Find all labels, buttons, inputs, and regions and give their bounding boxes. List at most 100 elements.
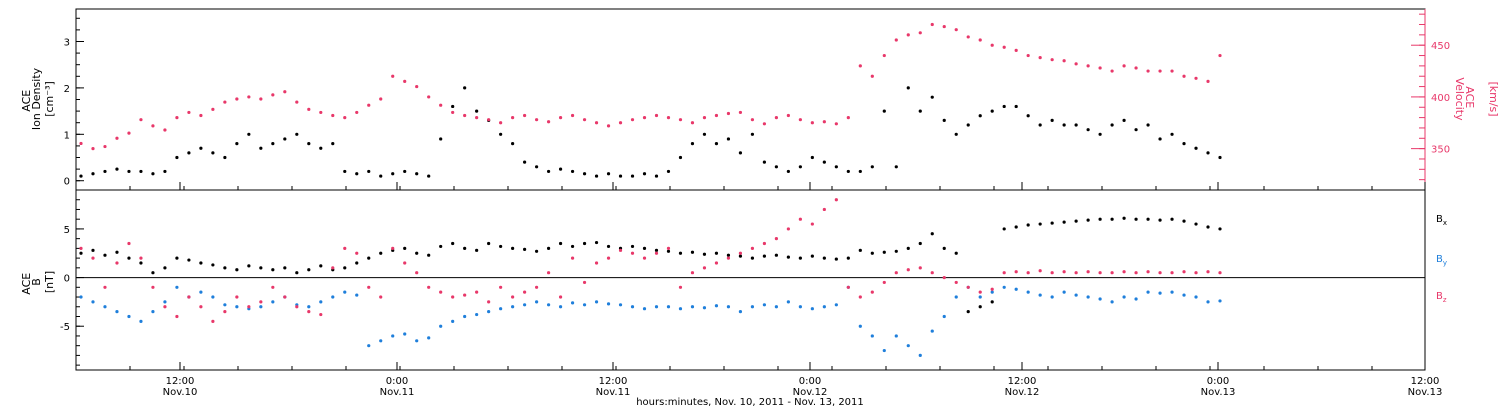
bz-point-22 <box>343 246 347 250</box>
bz-point-85 <box>1098 271 1102 275</box>
bz-point-91 <box>1170 271 1174 275</box>
legend-by-label: B <box>1436 254 1443 265</box>
x-tick-time-1: 0:00 <box>386 376 408 387</box>
bx-point-22 <box>343 266 347 270</box>
density-point-58 <box>774 165 778 169</box>
by-point-62 <box>822 305 826 309</box>
velocity-point-80 <box>1038 56 1042 60</box>
bx-point-48 <box>654 248 659 252</box>
bz-point-30 <box>439 290 443 294</box>
bz-point-13 <box>235 295 239 299</box>
bx-point-64 <box>846 256 850 260</box>
velocity-point-61 <box>810 121 814 125</box>
bx-point-37 <box>523 247 527 251</box>
bz-point-78 <box>1014 270 1018 274</box>
bz-point-53 <box>714 261 719 265</box>
bz-point-31 <box>451 295 455 299</box>
bz-point-36 <box>511 295 515 299</box>
by-point-36 <box>511 305 515 309</box>
bz-point-18 <box>295 305 299 309</box>
density-point-85 <box>1098 132 1102 136</box>
bx-point-94 <box>1206 225 1210 229</box>
by-point-37 <box>523 303 527 307</box>
bx-point-5 <box>139 261 143 265</box>
velocity-point-95 <box>1218 53 1222 58</box>
density-point-32 <box>463 86 467 90</box>
bx-point-66 <box>870 251 874 255</box>
velocity-point-46 <box>630 118 635 122</box>
bz-point-6 <box>151 285 155 289</box>
bz-point-4 <box>127 241 131 246</box>
bx-point-69 <box>906 246 910 250</box>
bottom-left-ticks: -5 0 5 <box>60 199 84 366</box>
velocity-point-57 <box>762 122 767 126</box>
velocity-point-6 <box>151 124 155 128</box>
by-point-57 <box>762 303 767 307</box>
bz-point-15 <box>259 300 263 304</box>
bz-point-47 <box>642 256 647 260</box>
bx-point-7 <box>163 266 167 270</box>
bz-point-72 <box>942 275 946 280</box>
legend-bz: Bz <box>1436 291 1447 304</box>
velocity-point-51 <box>690 121 695 125</box>
top-right-ticks: 350 400 450 <box>1411 13 1450 181</box>
by-point-31 <box>451 319 455 323</box>
velocity-point-78 <box>1014 48 1018 52</box>
bz-point-56 <box>750 246 755 250</box>
velocity-point-13 <box>235 97 239 101</box>
top-panel-frame <box>75 8 1426 191</box>
x-tick-time-0: 12:00 <box>166 376 195 387</box>
bx-point-39 <box>546 246 551 250</box>
density-point-13 <box>235 141 239 146</box>
density-point-61 <box>810 155 814 160</box>
by-point-55 <box>738 310 743 314</box>
density-point-2 <box>103 169 107 174</box>
by-point-32 <box>463 314 467 319</box>
bx-point-16 <box>271 268 275 272</box>
by-point-53 <box>714 304 719 308</box>
bz-point-57 <box>762 241 767 246</box>
density-tick-label-3: 3 <box>64 37 70 48</box>
bx-point-35 <box>499 244 503 249</box>
velocity-point-48 <box>654 113 659 118</box>
velocity-point-34 <box>487 118 491 122</box>
bx-point-61 <box>810 254 814 258</box>
by-point-65 <box>858 324 862 328</box>
bx-point-52 <box>702 252 707 256</box>
by-point-67 <box>882 348 886 353</box>
density-point-50 <box>678 155 683 160</box>
density-point-63 <box>834 165 838 169</box>
density-point-12 <box>223 155 227 160</box>
bz-point-40 <box>558 295 563 299</box>
density-point-89 <box>1146 123 1150 127</box>
velocity-point-60 <box>798 118 802 122</box>
density-point-36 <box>511 141 515 146</box>
by-point-40 <box>558 305 563 309</box>
velocity-point-58 <box>774 116 778 120</box>
density-point-84 <box>1086 128 1090 132</box>
bx-point-57 <box>762 254 767 258</box>
velocity-point-54 <box>726 111 731 116</box>
bx-point-82 <box>1062 220 1066 224</box>
velocity-point-88 <box>1134 66 1138 70</box>
density-point-42 <box>582 172 587 176</box>
bz-point-17 <box>283 295 287 299</box>
bz-point-19 <box>307 310 311 314</box>
by-point-56 <box>750 305 755 309</box>
bz-point-3 <box>115 261 119 265</box>
bz-point-26 <box>391 246 395 250</box>
bz-point-68 <box>894 271 898 275</box>
velocity-point-38 <box>535 118 539 122</box>
bx-point-38 <box>535 249 539 253</box>
density-point-71 <box>930 95 934 99</box>
bz-point-25 <box>379 295 383 299</box>
velocity-point-4 <box>127 131 131 135</box>
density-point-28 <box>415 172 419 176</box>
b-axis-label-line1: ACE <box>20 273 33 295</box>
velocity-point-65 <box>858 64 862 68</box>
velocity-axis-label-line1: ACE <box>1463 86 1476 108</box>
bz-point-27 <box>403 261 407 265</box>
bz-point-63 <box>834 198 838 202</box>
by-point-95 <box>1218 299 1222 303</box>
by-point-90 <box>1158 291 1162 295</box>
